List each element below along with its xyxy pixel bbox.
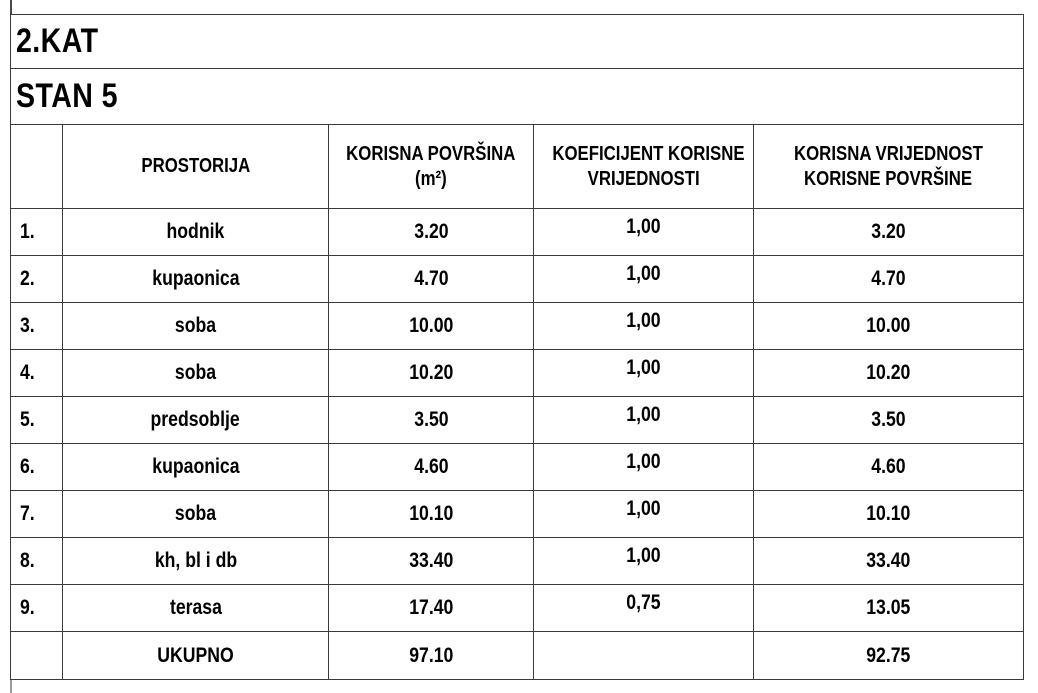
header-coefficient: KOEFICIJENT KORISNE VRIJEDNOSTI [533, 124, 754, 209]
row-number: 4. [10, 349, 63, 397]
coefficient-value: 1,00 [533, 443, 754, 491]
room-name: kh, bl i db [62, 537, 329, 585]
area-value: 17.40 [328, 584, 534, 632]
unit-title: STAN 5 [16, 77, 118, 115]
header-number [10, 124, 63, 209]
table-header-row: PROSTORIJA KORISNA POVRŠINA (m²) KOEFICI… [10, 124, 1024, 209]
useful-value: 4.70 [753, 255, 1024, 303]
coefficient-value: 1,00 [533, 255, 754, 303]
room-name: soba [62, 302, 329, 350]
room-name: soba [62, 490, 329, 538]
room-name: terasa [62, 584, 329, 632]
floor-title: 2.KAT [16, 22, 99, 60]
unit-title-row: STAN 5 [10, 68, 1024, 125]
coefficient-value: 1,00 [533, 349, 754, 397]
table-row: 2. kupaonica 4.70 1,00 4.70 [10, 255, 1024, 303]
row-number: 8. [10, 537, 63, 585]
area-value: 10.20 [328, 349, 534, 397]
useful-value: 4.60 [753, 443, 1024, 491]
area-calculation-table: 2.KAT STAN 5 PROSTORIJA KORISNA POVRŠINA… [10, 14, 1024, 680]
room-name: predsoblje [62, 396, 329, 444]
row-number: 1. [10, 208, 63, 256]
room-name: hodnik [62, 208, 329, 256]
header-useful-value: KORISNA VRIJEDNOST KORISNE POVRŠINE [753, 124, 1024, 209]
header-room-label: PROSTORIJA [141, 155, 250, 177]
useful-value: 3.50 [753, 396, 1024, 444]
row-number: 6. [10, 443, 63, 491]
row-number: 7. [10, 490, 63, 538]
table-row: 7. soba 10.10 1,00 10.10 [10, 490, 1024, 538]
coefficient-value: 1,00 [533, 537, 754, 585]
table-row: 9. terasa 17.40 0,75 13.05 [10, 584, 1024, 632]
table-row: 8. kh, bl i db 33.40 1,00 33.40 [10, 537, 1024, 585]
coefficient-value: 1,00 [533, 396, 754, 444]
unit-title-cell: STAN 5 [10, 68, 1024, 125]
left-border-extension-top [10, 0, 12, 15]
room-name: kupaonica [62, 255, 329, 303]
total-coefficient-cell [533, 631, 754, 680]
floor-title-row: 2.KAT [10, 14, 1024, 69]
table-row: 1. hodnik 3.20 1,00 3.20 [10, 208, 1024, 256]
total-useful-value: 92.75 [753, 631, 1024, 680]
header-area-line1: KORISNA POVRŠINA [346, 142, 516, 165]
useful-value: 13.05 [753, 584, 1024, 632]
useful-value: 10.10 [753, 490, 1024, 538]
total-number-cell [10, 631, 63, 680]
header-coefficient-line2: VRIJEDNOSTI [587, 167, 700, 190]
area-value: 10.00 [328, 302, 534, 350]
header-room: PROSTORIJA [62, 124, 329, 209]
useful-value: 33.40 [753, 537, 1024, 585]
useful-value: 3.20 [753, 208, 1024, 256]
total-area-value: 97.10 [328, 631, 534, 680]
table-row: 6. kupaonica 4.60 1,00 4.60 [10, 443, 1024, 491]
area-value: 4.60 [328, 443, 534, 491]
area-value: 33.40 [328, 537, 534, 585]
table-row: 4. soba 10.20 1,00 10.20 [10, 349, 1024, 397]
total-label: UKUPNO [62, 631, 329, 680]
row-number: 5. [10, 396, 63, 444]
area-value: 4.70 [328, 255, 534, 303]
header-useful-value-line1: KORISNA VRIJEDNOST [794, 142, 983, 165]
floor-title-cell: 2.KAT [10, 14, 1024, 69]
area-value: 3.50 [328, 396, 534, 444]
coefficient-value: 1,00 [533, 302, 754, 350]
room-name: soba [62, 349, 329, 397]
coefficient-value: 0,75 [533, 584, 754, 632]
total-row: UKUPNO 97.10 92.75 [10, 631, 1024, 680]
table-row: 5. predsoblje 3.50 1,00 3.50 [10, 396, 1024, 444]
row-number: 9. [10, 584, 63, 632]
area-value: 3.20 [328, 208, 534, 256]
coefficient-value: 1,00 [533, 490, 754, 538]
row-number: 3. [10, 302, 63, 350]
header-coefficient-line1: KOEFICIJENT KORISNE [552, 142, 745, 165]
header-area: KORISNA POVRŠINA (m²) [328, 124, 534, 209]
area-value: 10.10 [328, 490, 534, 538]
useful-value: 10.20 [753, 349, 1024, 397]
coefficient-value: 1,00 [533, 208, 754, 256]
header-useful-value-line2: KORISNE POVRŠINE [804, 167, 973, 190]
useful-value: 10.00 [753, 302, 1024, 350]
row-number: 2. [10, 255, 63, 303]
room-name: kupaonica [62, 443, 329, 491]
header-area-line2: (m²) [415, 167, 447, 190]
left-border-extension-bottom [10, 679, 12, 693]
table-row: 3. soba 10.00 1,00 10.00 [10, 302, 1024, 350]
